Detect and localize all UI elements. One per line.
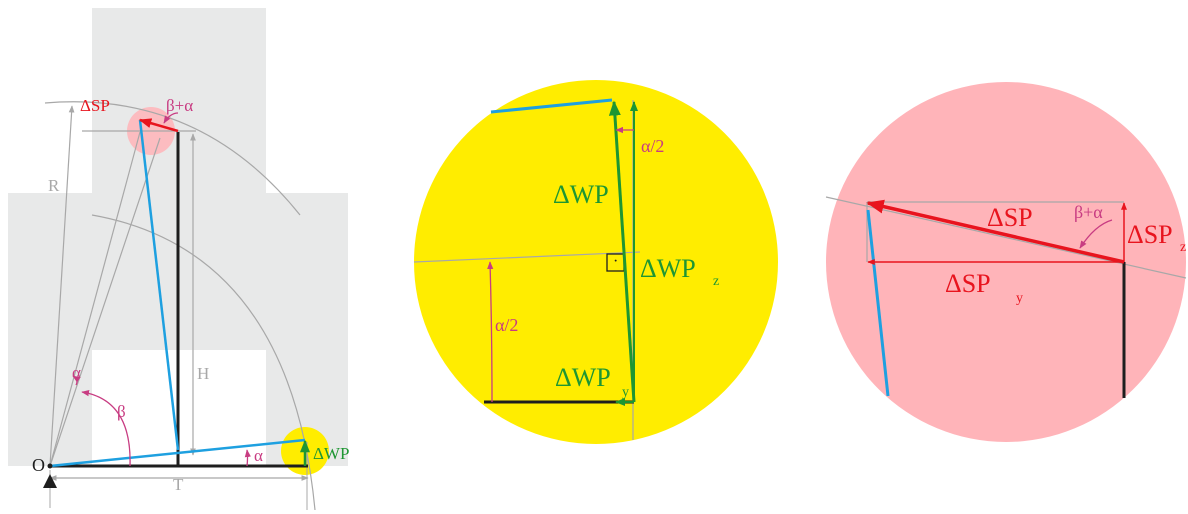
pivot-triangle [43,474,57,488]
label-delta-sp-y-sub: y [1016,291,1023,306]
alpha-lower-arc [244,449,251,467]
origin-point [47,463,53,469]
label-alpha-half-top: α/2 [641,136,664,156]
alpha-half-left-arc [487,261,494,403]
label-radius: R [48,176,60,195]
label-delta-sp-y-main: ΔSP [945,269,991,298]
delta-sp-arrow [866,199,1125,264]
label-delta-sp-z-main: ΔSP [1127,220,1173,249]
label-beta-plus-alpha: β+α [1074,202,1103,222]
radius-line [49,105,75,467]
right-panel: ΔSP β+α ΔSP z ΔSP y [825,82,1187,442]
label-delta-wp-z-main: ΔWP [640,254,696,283]
label-delta-wp: ΔWP [313,444,349,463]
label-beta: β [117,402,126,421]
label-delta-wp-y-main: ΔWP [555,363,611,392]
beta-plus-alpha-arc [163,112,179,124]
middle-panel: · ΔWP α/2 α/2 ΔWP z ΔWP y [413,80,778,444]
yellow-zoom-disc [414,80,778,444]
label-alpha-lower: α [254,446,263,465]
label-alpha-upper: α [72,363,81,382]
label-delta-sp-z: ΔSP z [1127,220,1186,255]
label-delta-wp-z-sub: z [713,274,719,289]
label-origin: O [32,455,45,475]
label-delta-sp: ΔSP [987,203,1033,232]
alpha-upper-arc [72,375,81,386]
zoom-blue-beam [866,209,890,397]
label-alpha-half-left: α/2 [495,315,518,335]
label-delta-wp: ΔWP [553,180,609,209]
label-width: T [173,475,184,494]
gray-diagonal-line [413,251,641,263]
label-delta-sp-z-sub: z [1180,240,1186,255]
beta-plus-alpha-arc [1079,219,1113,249]
blue-beam-base [49,438,306,468]
label-delta-sp: ΔSP [80,96,110,115]
left-panel: ΔSP β+α R H α β α ΔWP O T [8,8,349,511]
label-delta-wp-z: ΔWP z [640,254,719,289]
label-delta-wp-y: ΔWP y [555,363,629,400]
label-height: H [197,364,209,383]
zoom-blue-beam [490,98,613,114]
right-angle-dot: · [613,253,618,270]
beta-angle-arc [81,390,131,467]
label-delta-wp-y-sub: y [622,385,629,400]
delta-wp-arrow [608,100,636,403]
blue-beam-diagonal [138,119,180,451]
delta-sp-arrow [138,118,179,133]
ray-line-1 [49,131,141,467]
label-beta-plus-alpha: β+α [166,96,193,115]
outer-radius-arc [44,101,301,216]
ray-line-2 [49,137,161,467]
gray-sloped-line [825,196,1187,279]
label-delta-sp-y: ΔSP y [945,269,1023,306]
